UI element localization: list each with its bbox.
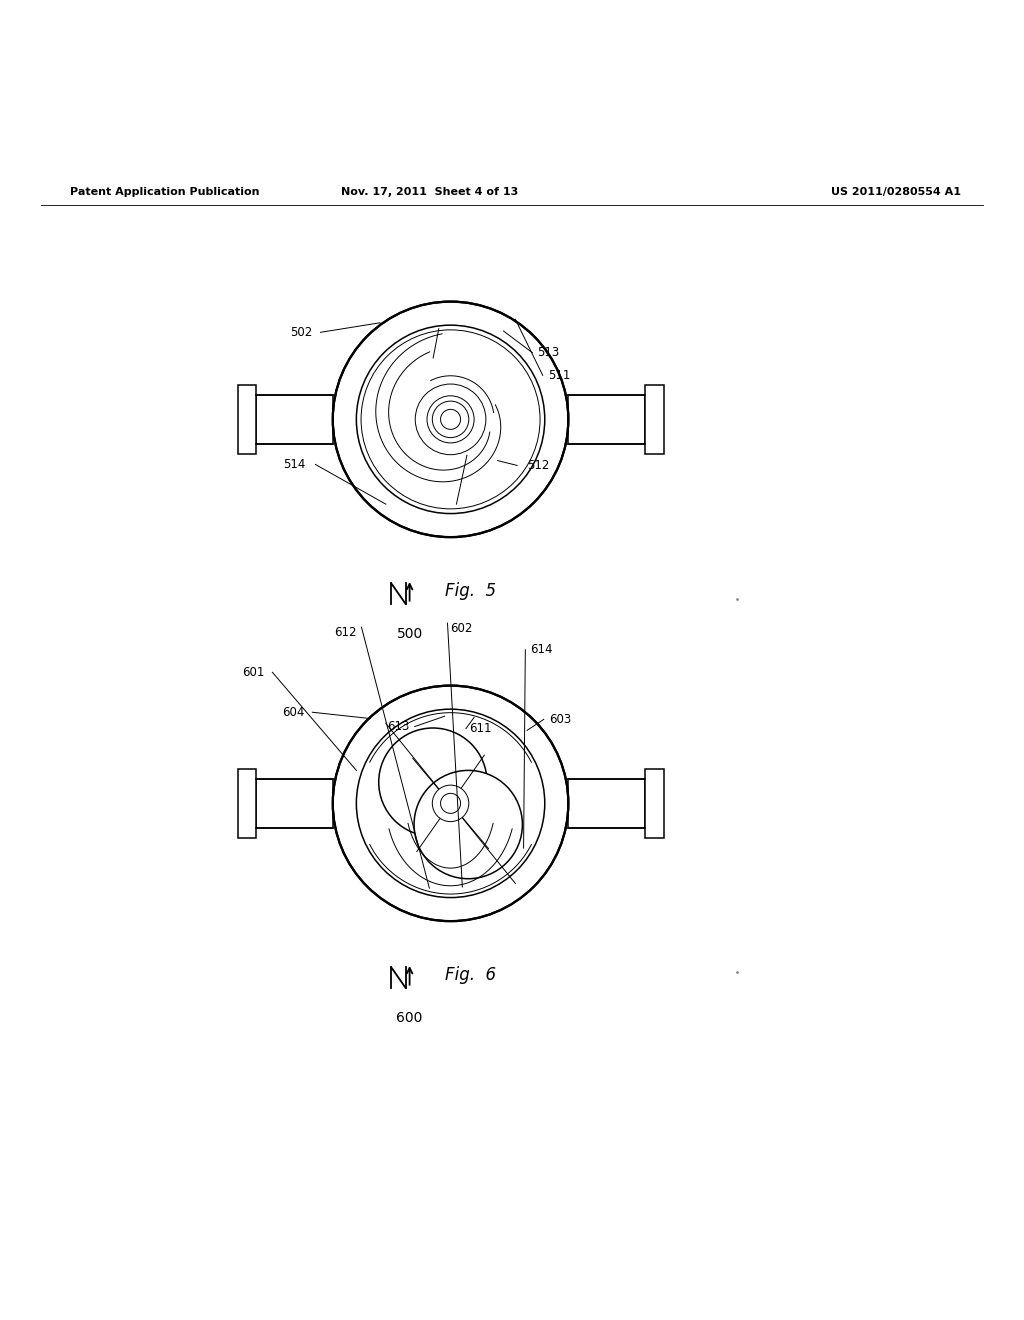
Circle shape xyxy=(427,396,474,444)
Circle shape xyxy=(356,325,545,513)
Circle shape xyxy=(364,333,538,507)
Circle shape xyxy=(432,401,469,438)
Circle shape xyxy=(414,771,522,879)
Text: 511: 511 xyxy=(548,368,570,381)
Text: 500: 500 xyxy=(396,627,423,642)
Text: 612: 612 xyxy=(334,626,356,639)
Circle shape xyxy=(333,685,568,921)
Bar xyxy=(568,779,645,828)
Bar xyxy=(256,779,333,828)
Circle shape xyxy=(432,785,469,821)
Circle shape xyxy=(358,711,543,895)
Text: Fig.  6: Fig. 6 xyxy=(445,966,497,985)
Text: 613: 613 xyxy=(387,721,410,733)
Text: 603: 603 xyxy=(549,713,571,726)
Bar xyxy=(256,395,333,444)
Text: 512: 512 xyxy=(527,459,550,473)
Bar xyxy=(238,384,256,454)
Bar xyxy=(568,395,645,444)
Text: US 2011/0280554 A1: US 2011/0280554 A1 xyxy=(831,187,961,197)
Circle shape xyxy=(429,783,472,825)
Text: 614: 614 xyxy=(530,643,553,656)
Text: 504: 504 xyxy=(402,351,425,364)
Bar xyxy=(238,768,256,838)
Text: 503: 503 xyxy=(456,455,478,467)
Bar xyxy=(645,384,664,454)
Text: Nov. 17, 2011  Sheet 4 of 13: Nov. 17, 2011 Sheet 4 of 13 xyxy=(341,187,519,197)
Text: Patent Application Publication: Patent Application Publication xyxy=(70,187,259,197)
Circle shape xyxy=(361,330,540,508)
Bar xyxy=(568,779,645,828)
Circle shape xyxy=(379,729,487,837)
Circle shape xyxy=(440,409,461,429)
Bar xyxy=(238,768,256,838)
Bar xyxy=(645,768,664,838)
Circle shape xyxy=(416,384,486,454)
Text: 513: 513 xyxy=(538,346,560,359)
Bar xyxy=(256,395,333,444)
Circle shape xyxy=(440,793,461,813)
Circle shape xyxy=(333,301,568,537)
Bar xyxy=(568,395,645,444)
Bar xyxy=(256,779,333,828)
Text: 502: 502 xyxy=(290,326,312,339)
Bar xyxy=(645,384,664,454)
Text: 604: 604 xyxy=(282,706,304,718)
Circle shape xyxy=(356,709,545,898)
Text: 601: 601 xyxy=(242,665,264,678)
Bar xyxy=(645,768,664,838)
Text: Fig.  5: Fig. 5 xyxy=(445,582,497,601)
Text: 514: 514 xyxy=(283,458,305,471)
Text: 611: 611 xyxy=(469,722,492,735)
Text: 600: 600 xyxy=(396,1011,423,1026)
Text: 602: 602 xyxy=(451,622,473,635)
Bar xyxy=(238,384,256,454)
